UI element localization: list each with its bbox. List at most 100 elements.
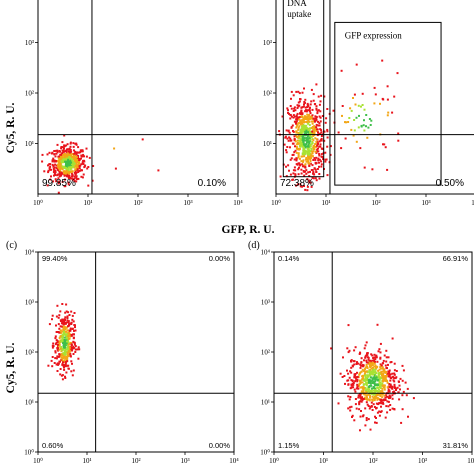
event-point xyxy=(382,143,384,146)
event-point xyxy=(310,100,313,103)
event-point xyxy=(66,171,69,174)
event-point xyxy=(379,393,382,396)
event-point xyxy=(393,408,396,410)
event-point xyxy=(350,128,353,131)
x-tick-label: 10⁰ xyxy=(271,199,281,207)
event-point xyxy=(312,93,315,96)
event-point xyxy=(51,318,53,321)
event-point xyxy=(374,364,377,367)
event-point xyxy=(62,146,65,149)
event-point xyxy=(303,174,306,177)
event-point xyxy=(319,139,322,142)
event-point xyxy=(368,374,371,377)
event-point xyxy=(71,163,74,166)
event-point xyxy=(315,140,318,143)
event-point xyxy=(363,374,366,377)
event-point xyxy=(315,126,318,129)
event-point xyxy=(62,333,65,336)
event-point xyxy=(378,410,381,413)
event-point xyxy=(293,135,296,138)
event-point xyxy=(378,348,381,351)
event-point xyxy=(311,126,314,128)
event-point xyxy=(305,110,308,113)
event-point xyxy=(360,390,363,393)
event-point xyxy=(378,379,381,381)
event-point xyxy=(57,341,60,344)
event-point xyxy=(52,342,55,345)
event-point xyxy=(315,138,318,141)
event-point xyxy=(72,345,75,348)
event-point xyxy=(287,129,290,132)
event-point xyxy=(63,339,66,342)
event-point xyxy=(372,369,375,372)
event-point xyxy=(375,417,377,419)
event-point xyxy=(385,349,388,352)
event-point xyxy=(71,362,73,365)
event-point xyxy=(317,120,319,123)
event-point xyxy=(402,369,405,372)
event-point xyxy=(372,381,375,384)
event-point xyxy=(302,141,305,144)
event-point xyxy=(63,147,65,150)
event-point xyxy=(298,162,301,165)
event-point xyxy=(318,115,321,118)
event-point xyxy=(58,337,61,339)
event-point xyxy=(356,371,358,374)
event-point xyxy=(382,402,385,405)
event-point xyxy=(355,378,358,381)
event-point xyxy=(370,367,373,370)
event-point xyxy=(47,171,50,174)
event-point xyxy=(63,364,66,367)
event-point xyxy=(59,153,62,156)
event-point xyxy=(363,372,366,375)
event-point xyxy=(374,387,376,390)
event-point xyxy=(301,135,304,138)
event-point xyxy=(364,356,367,359)
event-point xyxy=(53,153,56,156)
event-point xyxy=(393,95,396,98)
event-point xyxy=(302,121,305,124)
event-point xyxy=(355,140,358,143)
event-point xyxy=(348,349,351,352)
event-point xyxy=(320,137,323,140)
event-point xyxy=(361,399,364,402)
event-point xyxy=(285,165,287,168)
event-point xyxy=(359,386,362,389)
event-point xyxy=(370,353,373,356)
event-point xyxy=(358,114,360,117)
event-point xyxy=(350,371,353,374)
event-point xyxy=(324,121,327,124)
event-point xyxy=(310,143,313,146)
event-point xyxy=(337,131,340,134)
event-point xyxy=(293,120,296,123)
event-point xyxy=(82,159,85,162)
event-point xyxy=(53,172,56,175)
event-point xyxy=(290,90,293,93)
x-tick-label: 10¹ xyxy=(83,199,92,207)
event-point xyxy=(378,390,381,393)
event-point xyxy=(58,171,61,174)
event-point xyxy=(296,123,299,126)
event-point xyxy=(291,154,294,156)
event-point xyxy=(70,177,73,180)
event-point xyxy=(56,347,59,349)
event-point xyxy=(391,407,394,410)
event-point xyxy=(361,92,364,95)
event-point xyxy=(58,150,61,152)
event-point xyxy=(301,163,304,166)
event-point xyxy=(55,160,58,162)
event-point xyxy=(293,139,296,142)
event-point xyxy=(358,402,361,405)
event-point xyxy=(366,394,369,397)
event-point xyxy=(384,394,387,397)
event-point xyxy=(68,334,71,337)
event-point xyxy=(354,376,357,379)
event-point xyxy=(88,156,91,159)
event-point xyxy=(308,181,311,184)
event-point xyxy=(376,386,379,389)
event-point xyxy=(378,393,380,396)
event-point xyxy=(309,181,312,184)
event-point xyxy=(66,360,69,363)
event-point xyxy=(309,144,312,147)
event-point xyxy=(73,343,76,346)
